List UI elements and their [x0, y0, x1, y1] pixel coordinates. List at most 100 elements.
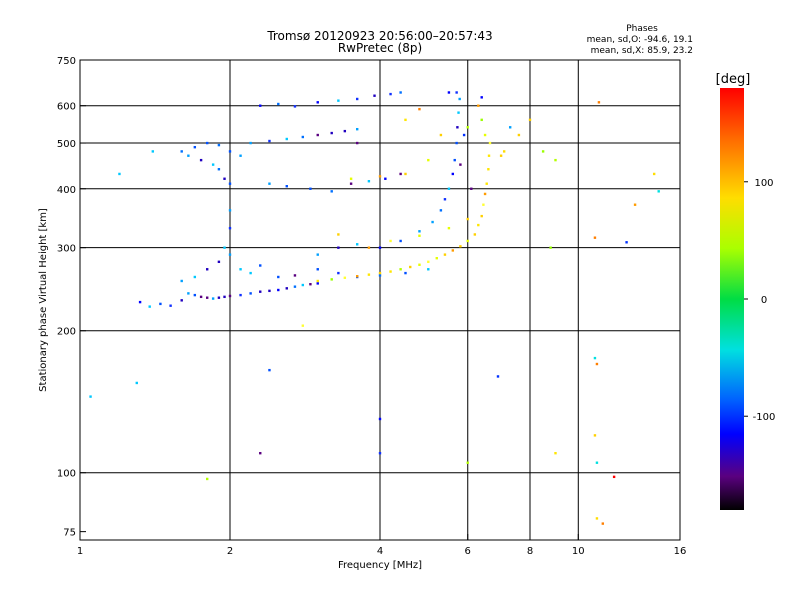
data-point: [427, 260, 430, 264]
data-point: [239, 268, 242, 271]
data-point: [459, 163, 462, 166]
data-point: [217, 296, 221, 299]
data-point: [451, 249, 455, 252]
data-point: [259, 264, 262, 267]
data-point: [349, 182, 353, 185]
data-point: [211, 163, 215, 166]
data-point: [259, 451, 262, 455]
data-point: [487, 168, 490, 171]
data-point: [480, 214, 483, 218]
data-point: [455, 91, 458, 94]
data-point: [418, 234, 421, 237]
data-point: [447, 187, 451, 190]
data-point: [597, 101, 601, 104]
data-point: [418, 230, 421, 233]
x-tick-label: 4: [377, 546, 383, 557]
data-point: [389, 239, 392, 243]
data-point: [316, 133, 319, 137]
data-point: [205, 296, 209, 299]
data-point: [316, 101, 319, 104]
data-point: [404, 172, 407, 176]
data-point: [187, 154, 190, 157]
data-point: [301, 324, 305, 327]
data-point: [293, 105, 297, 108]
data-point: [293, 285, 297, 288]
data-point: [487, 154, 491, 157]
data-point: [268, 182, 271, 185]
chart-subtitle: RwPretec (8p): [338, 41, 422, 55]
data-point: [483, 192, 487, 196]
data-point: [199, 295, 203, 299]
data-point: [217, 168, 221, 171]
data-point: [316, 253, 319, 256]
y-tick-label: 75: [63, 528, 76, 539]
data-point: [384, 177, 387, 180]
data-point: [217, 260, 221, 264]
data-point: [355, 127, 359, 131]
grid-lines: [80, 60, 680, 540]
data-point: [355, 97, 359, 101]
colorbar-label: [deg]: [716, 72, 751, 87]
data-point: [277, 275, 280, 279]
data-point: [443, 253, 447, 256]
data-point: [151, 150, 155, 153]
data-point: [466, 126, 469, 129]
data-point: [148, 305, 151, 308]
data-point: [199, 158, 203, 162]
data-point: [439, 133, 443, 137]
data-point: [228, 294, 232, 298]
data-point: [418, 263, 421, 266]
y-tick-label: 200: [57, 327, 76, 338]
data-point: [343, 129, 347, 133]
data-point: [316, 282, 319, 285]
data-point: [169, 304, 172, 307]
data-point: [409, 265, 412, 269]
data-point: [435, 256, 438, 260]
data-point: [404, 118, 407, 122]
data-point: [447, 226, 451, 230]
y-tick-label: 750: [57, 56, 76, 67]
data-point: [249, 292, 252, 295]
data-point: [595, 461, 599, 464]
data-point: [205, 477, 209, 481]
data-point: [447, 91, 451, 94]
data-point: [249, 141, 252, 145]
y-axis-label: Stationary phase Virtual Height [km]: [38, 208, 49, 392]
data-point: [473, 233, 477, 236]
data-point: [228, 226, 232, 230]
y-tick-label: 300: [57, 244, 76, 255]
x-tick-label: 1: [77, 546, 83, 557]
data-point: [480, 96, 483, 99]
data-point: [499, 154, 503, 157]
data-point: [309, 187, 312, 190]
data-point: [459, 245, 462, 248]
data-point: [652, 172, 656, 176]
data-point: [330, 190, 333, 193]
data-point: [457, 111, 460, 114]
data-point: [337, 99, 340, 102]
data-point: [378, 246, 382, 249]
data-point: [528, 118, 532, 122]
y-tick-label: 600: [57, 102, 76, 113]
x-tick-label: 6: [465, 546, 471, 557]
data-point: [554, 158, 557, 162]
y-axis-ticks: 75 100 200 300 400 500 600 750: [57, 56, 86, 539]
data-point: [180, 299, 183, 302]
data-point: [378, 175, 382, 178]
data-point: [337, 246, 340, 249]
data-point: [488, 141, 492, 145]
data-point: [228, 209, 232, 212]
data-point: [482, 203, 485, 206]
data-point: [330, 131, 333, 135]
data-point: [89, 395, 92, 398]
data-point: [180, 279, 183, 283]
data-point: [223, 295, 226, 299]
data-point: [439, 209, 443, 212]
data-point: [228, 182, 232, 185]
data-point: [349, 177, 353, 180]
data-point: [355, 243, 359, 246]
data-point: [612, 475, 616, 479]
colorbar-tick-label: 100: [754, 178, 773, 189]
data-point: [193, 145, 197, 149]
data-point: [239, 293, 242, 297]
